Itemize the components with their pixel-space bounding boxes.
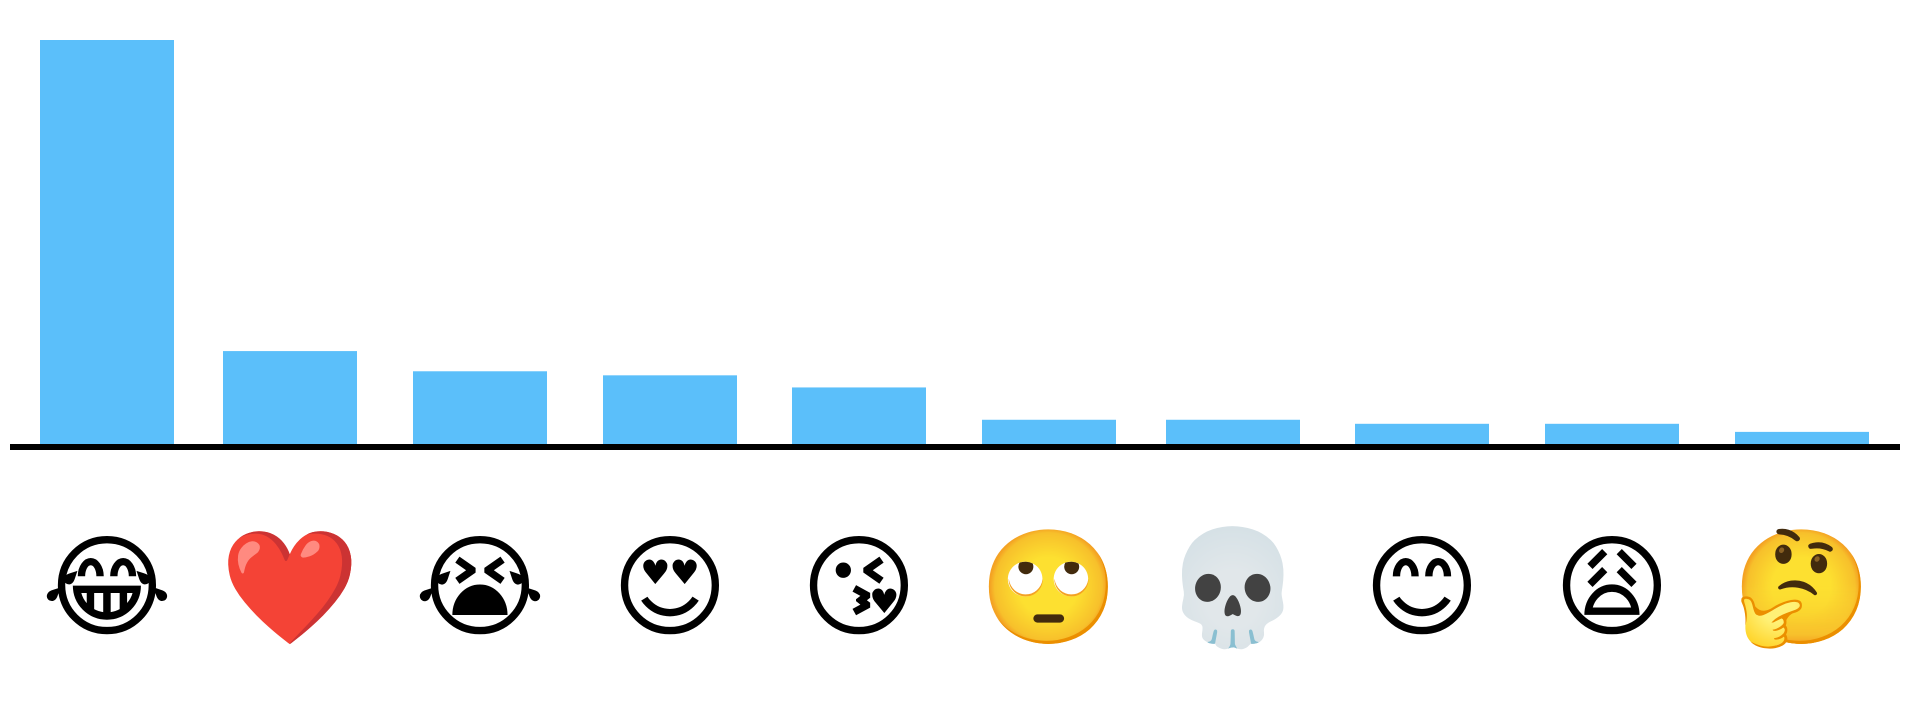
- red-heart-icon: ❤️: [220, 523, 360, 653]
- skull-icon: 💀: [1163, 523, 1302, 653]
- bar-face-with-tears-of-joy: [40, 40, 174, 444]
- bar-smiling-face-with-smiling-eyes: [1355, 424, 1489, 444]
- bar-heart-eyes-face: [603, 375, 737, 444]
- heart-eyes-face-icon: 😍: [612, 523, 729, 653]
- face-with-tears-of-joy-icon: 😂: [42, 523, 173, 653]
- bar-face-blowing-kiss: [792, 387, 926, 444]
- loudly-crying-face-icon: 😭: [415, 523, 546, 653]
- face-rolling-eyes-icon: 🙄: [979, 523, 1118, 653]
- bar-face-rolling-eyes: [982, 420, 1116, 444]
- thinking-face-icon: 🤔: [1732, 523, 1871, 653]
- bar-loudly-crying-face: [413, 371, 547, 444]
- bar-weary-face: [1545, 424, 1679, 444]
- face-blowing-kiss-icon: 😘: [801, 523, 918, 653]
- bars-group: [40, 40, 1869, 444]
- bar-skull: [1166, 420, 1300, 444]
- emoji-labels-group: 😂 ❤️ 😭 😍 😘 🙄 💀 😊 😩 🤔: [42, 523, 1872, 653]
- bar-thinking-face: [1735, 432, 1869, 444]
- bar-red-heart: [223, 351, 357, 444]
- smiling-face-with-smiling-eyes-icon: 😊: [1364, 523, 1481, 653]
- weary-face-icon: 😩: [1554, 523, 1671, 653]
